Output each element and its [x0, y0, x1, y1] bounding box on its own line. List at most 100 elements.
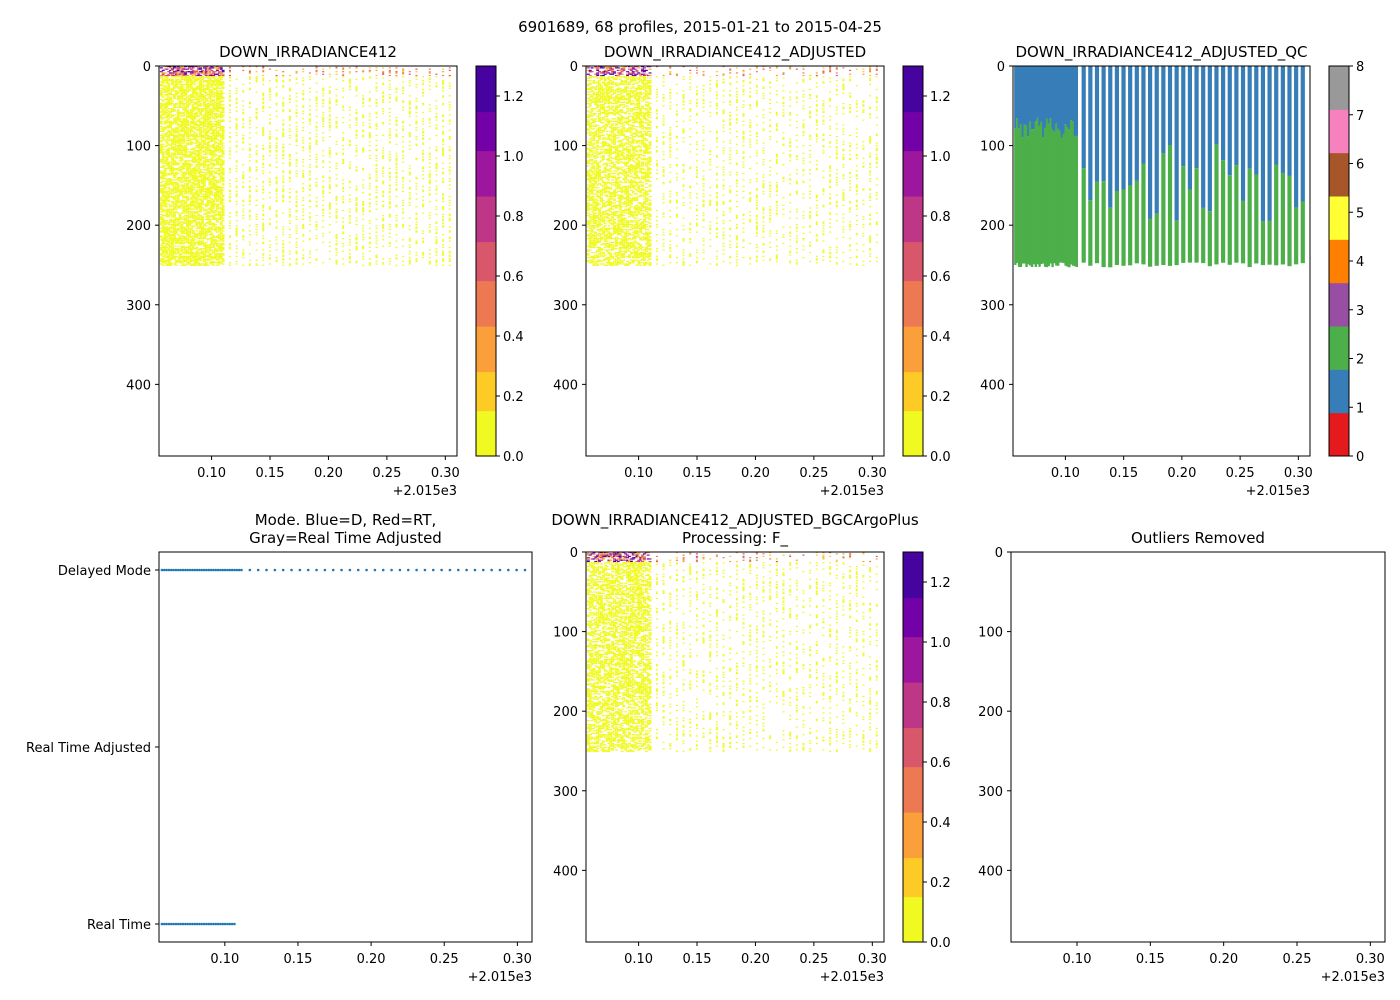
heatmap-cell [182, 142, 185, 143]
heatmap-cell [214, 126, 217, 127]
heatmap-cell [249, 137, 251, 138]
heatmap-cell [375, 192, 377, 193]
heatmap-cell [336, 254, 338, 255]
heatmap-cell [362, 79, 364, 80]
heatmap-cell [256, 191, 258, 192]
heatmap-cell [382, 93, 384, 94]
heatmap-cell [164, 162, 167, 163]
heatmap-cell [302, 140, 304, 141]
heatmap-cell [195, 123, 198, 124]
heatmap-cell [302, 226, 304, 227]
heatmap-cell [216, 209, 219, 210]
heatmap-cell [256, 170, 258, 171]
heatmap-cell [309, 218, 311, 219]
heatmap-cell [262, 167, 264, 168]
heatmap-cell [262, 148, 264, 149]
heatmap-cell [409, 95, 411, 96]
heatmap-cell [207, 76, 210, 77]
heatmap-cell [282, 104, 284, 105]
heatmap-cell [389, 206, 391, 207]
heatmap-cell [355, 71, 357, 72]
heatmap-cell [282, 262, 284, 263]
heatmap-cell [179, 116, 182, 117]
heatmap-cell [409, 253, 411, 254]
heatmap-cell [362, 95, 364, 96]
heatmap-cell [422, 174, 424, 175]
heatmap-cell [262, 192, 264, 193]
heatmap-cell [389, 89, 391, 90]
heatmap-cell [342, 196, 344, 197]
heatmap-cell [177, 200, 180, 201]
heatmap-cell [316, 154, 318, 155]
heatmap-cell [188, 132, 191, 133]
heatmap-cell [199, 198, 202, 199]
heatmap-cell [220, 219, 223, 220]
heatmap-cell [236, 225, 238, 226]
heatmap-cell [256, 79, 258, 80]
heatmap-cell [395, 121, 397, 122]
heatmap-cell [355, 248, 357, 249]
heatmap-cell [369, 251, 371, 252]
heatmap-cell [171, 116, 174, 117]
heatmap-cell [409, 133, 411, 134]
heatmap-cell [415, 224, 417, 225]
heatmap-cell [222, 121, 225, 122]
heatmap-cell [222, 190, 225, 191]
heatmap-cell [182, 216, 185, 217]
heatmap-cell [184, 228, 187, 229]
heatmap-cell [342, 232, 344, 233]
heatmap-cell [182, 116, 185, 117]
heatmap-cell [188, 235, 191, 236]
heatmap-cell [322, 89, 324, 90]
heatmap-cell [214, 151, 217, 152]
heatmap-cell [203, 172, 206, 173]
heatmap-cell [262, 228, 264, 229]
heatmap-cell [329, 125, 331, 126]
heatmap-cell [195, 140, 198, 141]
heatmap-cell [188, 207, 191, 208]
heatmap-cell [207, 258, 210, 259]
heatmap-cell [216, 86, 219, 87]
heatmap-cell [220, 256, 223, 257]
heatmap-cell [262, 132, 264, 133]
heatmap-cell [349, 85, 351, 86]
heatmap-cell [282, 240, 284, 241]
heatmap-cell [207, 88, 210, 89]
heatmap-cell [375, 86, 377, 87]
heatmap-cell [197, 109, 200, 110]
heatmap-cell [173, 186, 176, 187]
heatmap-cell [208, 260, 211, 261]
heatmap-cell [336, 243, 338, 244]
heatmap-cell [296, 228, 298, 229]
heatmap-cell [175, 265, 178, 266]
heatmap-cell [289, 188, 291, 189]
heatmap-cell [395, 67, 397, 68]
heatmap-cell [222, 163, 225, 164]
heatmap-cell [349, 167, 351, 168]
heatmap-cell [214, 210, 217, 211]
heatmap-cell [282, 75, 284, 76]
heatmap-cell [214, 179, 217, 180]
heatmap-cell [316, 122, 318, 123]
heatmap-cell [175, 232, 178, 233]
heatmap-cell [222, 150, 225, 151]
heatmap-cell [369, 155, 371, 156]
heatmap-cell [160, 76, 163, 77]
heatmap-cell [375, 126, 377, 127]
heatmap-cell [409, 103, 411, 104]
heatmap-cell [342, 159, 344, 160]
heatmap-cell [222, 112, 225, 113]
heatmap-cell [160, 197, 163, 198]
heatmap-cell [199, 210, 202, 211]
heatmap-cell [164, 85, 167, 86]
heatmap-cell [177, 212, 180, 213]
heatmap-cell [201, 145, 204, 146]
heatmap-cell [205, 133, 208, 134]
heatmap-cell [289, 99, 291, 100]
heatmap-cell [199, 77, 202, 78]
heatmap-cell [342, 163, 344, 164]
heatmap-cell [242, 235, 244, 236]
heatmap-cell [169, 132, 172, 133]
heatmap-cell [429, 190, 431, 191]
heatmap-cell [193, 158, 196, 159]
